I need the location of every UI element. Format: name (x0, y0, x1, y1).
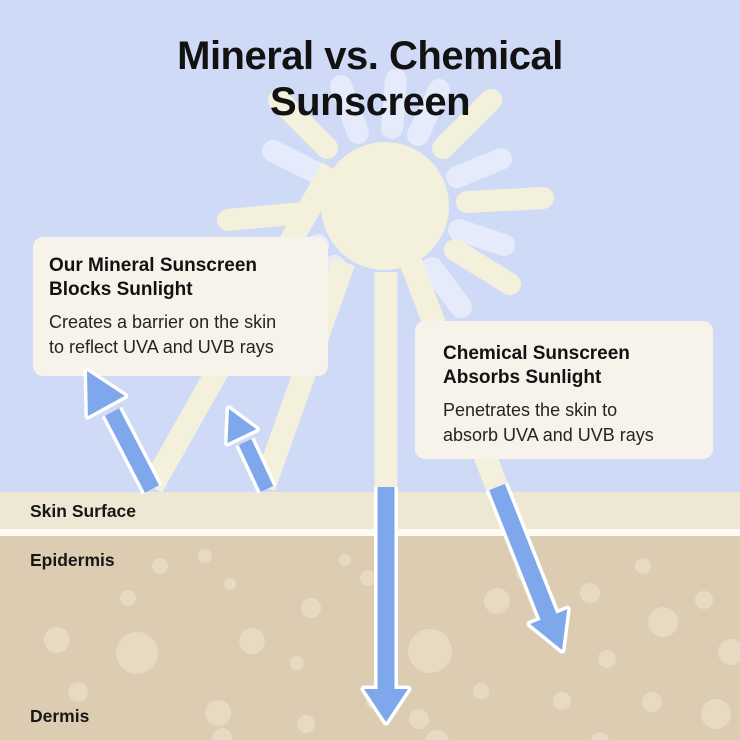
chemical-heading-line-1: Chemical Sunscreen (443, 343, 630, 364)
mineral-body-line-1: Creates a barrier on the skin (49, 312, 277, 332)
dermis-label: Dermis (30, 706, 90, 726)
skin-surface-band (0, 492, 740, 529)
chemical-body-line-1: Penetrates the skin to (443, 400, 618, 420)
page-title: Mineral vs. Chemical Sunscreen (0, 33, 740, 125)
mineral-callout-body: Creates a barrier on the skin to reflect… (49, 310, 314, 360)
chemical-callout-body: Penetrates the skin to absorb UVA and UV… (443, 398, 699, 448)
sun-ray (444, 239, 521, 295)
mineral-heading-line-2: Blocks Sunlight (49, 279, 193, 300)
mineral-body-line-2: to reflect UVA and UVB rays (49, 337, 274, 357)
chemical-callout: Chemical Sunscreen Absorbs Sunlight Pene… (415, 321, 713, 459)
mineral-callout-heading: Our Mineral Sunscreen Blocks Sunlight (49, 254, 314, 302)
sun-ray (446, 148, 512, 188)
sun-ray (330, 75, 369, 144)
sun-ray (432, 89, 502, 159)
sun-ray (407, 79, 450, 146)
page-title-line-1: Mineral vs. Chemical (177, 34, 563, 78)
sun-rays (217, 89, 554, 295)
epidermis-label: Epidermis (30, 550, 115, 570)
chemical-body-line-2: absorb UVA and UVB rays (443, 425, 654, 445)
skin-divider (0, 529, 740, 536)
sun-ray (448, 219, 515, 256)
sun-ray (381, 69, 407, 139)
skin-surface-label: Skin Surface (30, 501, 137, 521)
skin-pores (44, 549, 740, 740)
sun-ray (268, 89, 338, 159)
page-title-line-2: Sunscreen (269, 80, 471, 124)
sun-ray (217, 202, 314, 231)
sun-ray (456, 187, 554, 213)
sun-icon (321, 142, 449, 270)
sun-ray (262, 140, 326, 183)
mineral-heading-line-1: Our Mineral Sunscreen (49, 255, 258, 276)
chemical-heading-line-2: Absorbs Sunlight (443, 367, 602, 388)
chemical-callout-heading: Chemical Sunscreen Absorbs Sunlight (443, 342, 699, 390)
sun-ray (421, 257, 472, 318)
mineral-callout: Our Mineral Sunscreen Blocks Sunlight Cr… (33, 237, 328, 376)
